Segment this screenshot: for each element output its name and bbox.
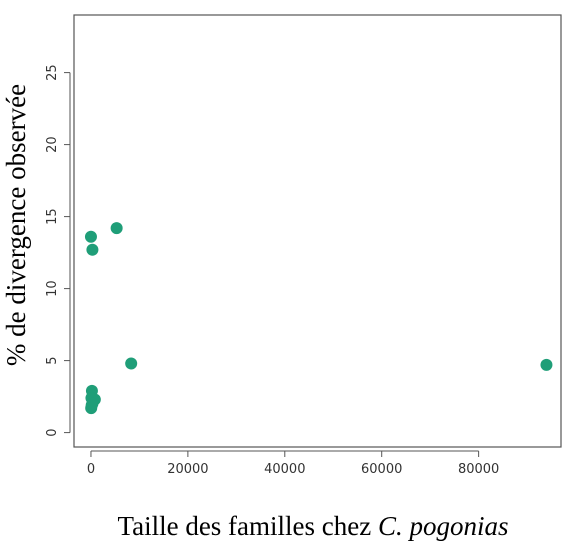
y-tick-label: 25 [45, 64, 60, 81]
y-tick-label: 0 [45, 428, 60, 436]
data-points [84, 222, 553, 415]
y-axis: 0 5 10 15 20 25 [45, 64, 71, 437]
data-point [84, 230, 97, 243]
y-tick-label: 15 [45, 208, 60, 225]
y-tick-label: 5 [45, 356, 60, 364]
plot-frame [73, 14, 562, 448]
x-tick-label: 60000 [361, 462, 402, 477]
data-point [86, 243, 99, 256]
y-tick-label: 10 [45, 280, 60, 297]
x-tick-label: 40000 [264, 462, 305, 477]
y-tick-label: 20 [45, 136, 60, 153]
data-point [85, 399, 98, 412]
x-tick-label: 80000 [458, 462, 499, 477]
x-axis: 0 20000 40000 60000 80000 [87, 450, 499, 477]
y-axis-title: % de divergence observée [1, 84, 31, 366]
data-point [540, 358, 553, 371]
data-point [125, 357, 138, 370]
x-tick-label: 0 [87, 462, 95, 477]
x-axis-title: Taille des familles chez C. pogonias [117, 511, 508, 541]
x-tick-label: 20000 [167, 462, 208, 477]
data-point [110, 222, 123, 235]
